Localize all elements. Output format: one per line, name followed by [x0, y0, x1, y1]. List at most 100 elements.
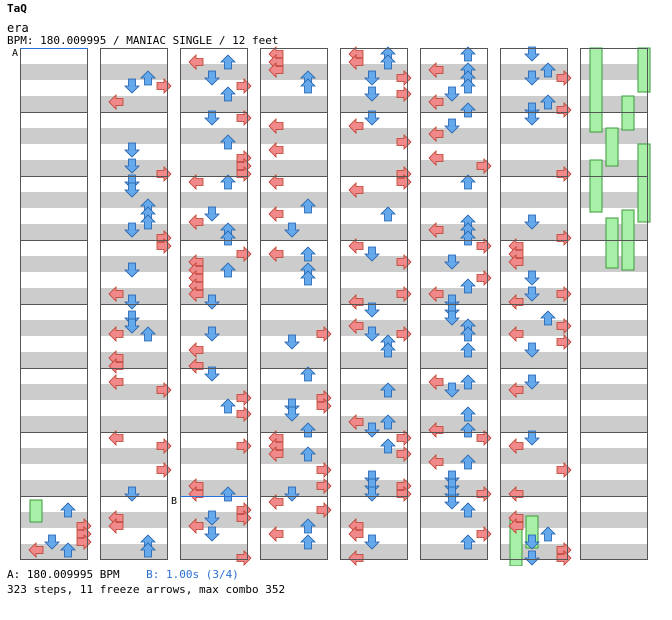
step-arrow — [556, 334, 572, 350]
stripe-band — [180, 192, 248, 208]
stripe-band — [500, 224, 568, 240]
step-arrow — [108, 430, 124, 446]
step-arrow — [220, 398, 236, 414]
freeze-arrow — [605, 217, 619, 269]
stripe-band — [100, 416, 168, 432]
step-arrow — [204, 526, 220, 542]
step-arrow — [124, 142, 140, 158]
stripe-band — [260, 256, 328, 272]
step-arrow — [476, 526, 492, 542]
stripe-band — [580, 512, 648, 528]
step-arrow — [380, 206, 396, 222]
step-arrow — [268, 174, 284, 190]
stripe-band — [580, 416, 648, 432]
stripe-band — [340, 224, 408, 240]
freeze-arrow — [29, 499, 43, 523]
stripe-band — [20, 96, 88, 112]
step-arrow — [524, 110, 540, 126]
stripe-band — [500, 256, 568, 272]
step-arrow — [268, 526, 284, 542]
stop-marker-b: B — [171, 496, 178, 507]
stripe-band — [260, 96, 328, 112]
stripe-band — [100, 96, 168, 112]
freeze-arrow — [589, 47, 603, 133]
stripe-band — [260, 320, 328, 336]
step-arrow — [556, 462, 572, 478]
step-arrow — [188, 174, 204, 190]
freeze-arrow — [637, 143, 651, 223]
stripe-band — [180, 448, 248, 464]
step-arrow — [540, 526, 556, 542]
stripe-band — [340, 128, 408, 144]
step-arrow — [268, 206, 284, 222]
footer-timing: A: 180.009995 BPM B: 1.00s (3/4) — [7, 569, 239, 581]
stripe-band — [180, 544, 248, 560]
stripe-band — [500, 192, 568, 208]
step-arrow — [156, 78, 172, 94]
step-arrow — [284, 334, 300, 350]
stripe-band — [580, 480, 648, 496]
step-arrow — [124, 78, 140, 94]
stripe-band — [20, 64, 88, 80]
stripe-band — [20, 224, 88, 240]
step-arrow — [204, 110, 220, 126]
stripe-band — [500, 160, 568, 176]
footer-stop: B: 1.00s (3/4) — [146, 568, 239, 581]
stripe-band — [20, 352, 88, 368]
step-arrow — [156, 462, 172, 478]
step-arrow — [444, 494, 460, 510]
stripe-band — [20, 192, 88, 208]
stripe-band — [20, 160, 88, 176]
stripe-band — [420, 352, 488, 368]
stripe-band — [260, 192, 328, 208]
bpm-marker-a: A — [12, 48, 19, 59]
step-arrow — [476, 430, 492, 446]
stripe-band — [340, 352, 408, 368]
stripe-band — [100, 128, 168, 144]
stripe-band — [580, 448, 648, 464]
song-artist: TaQ — [7, 2, 27, 15]
stripe-band — [340, 96, 408, 112]
step-arrow — [236, 110, 252, 126]
footer-bpm: A: 180.009995 BPM — [7, 568, 120, 581]
freeze-arrow — [605, 127, 619, 167]
song-meta: BPM: 180.009995 / MANIAC SINGLE / 12 fee… — [7, 34, 279, 47]
step-arrow — [460, 46, 476, 62]
stripe-band — [500, 448, 568, 464]
stripe-band — [420, 64, 488, 80]
stripe-band — [180, 160, 248, 176]
step-arrow — [204, 206, 220, 222]
stripe-band — [420, 512, 488, 528]
step-arrow — [476, 238, 492, 254]
freeze-arrow — [589, 159, 603, 213]
stripe-band — [20, 384, 88, 400]
stripe-band — [500, 352, 568, 368]
step-arrow — [524, 430, 540, 446]
stripe-band — [260, 288, 328, 304]
stripe-band — [580, 384, 648, 400]
step-chart — [20, 46, 651, 566]
stripe-band — [580, 544, 648, 560]
stripe-band — [580, 352, 648, 368]
freeze-arrow — [637, 47, 651, 93]
step-arrow — [236, 78, 252, 94]
stripe-band — [100, 448, 168, 464]
stripe-band — [180, 416, 248, 432]
stripe-band — [100, 64, 168, 80]
stripe-band — [420, 224, 488, 240]
stripe-band — [580, 320, 648, 336]
stripe-band — [260, 352, 328, 368]
stripe-band — [20, 416, 88, 432]
stripe-band — [180, 384, 248, 400]
stripe-band — [420, 544, 488, 560]
footer-stats: 323 steps, 11 freeze arrows, max combo 3… — [7, 583, 286, 596]
stripe-band — [260, 544, 328, 560]
step-arrow — [348, 238, 364, 254]
stripe-band — [500, 416, 568, 432]
stripe-band — [180, 96, 248, 112]
step-arrow — [460, 174, 476, 190]
stripe-band — [260, 384, 328, 400]
step-arrow — [524, 270, 540, 286]
step-arrow — [204, 366, 220, 382]
step-arrow — [524, 46, 540, 62]
